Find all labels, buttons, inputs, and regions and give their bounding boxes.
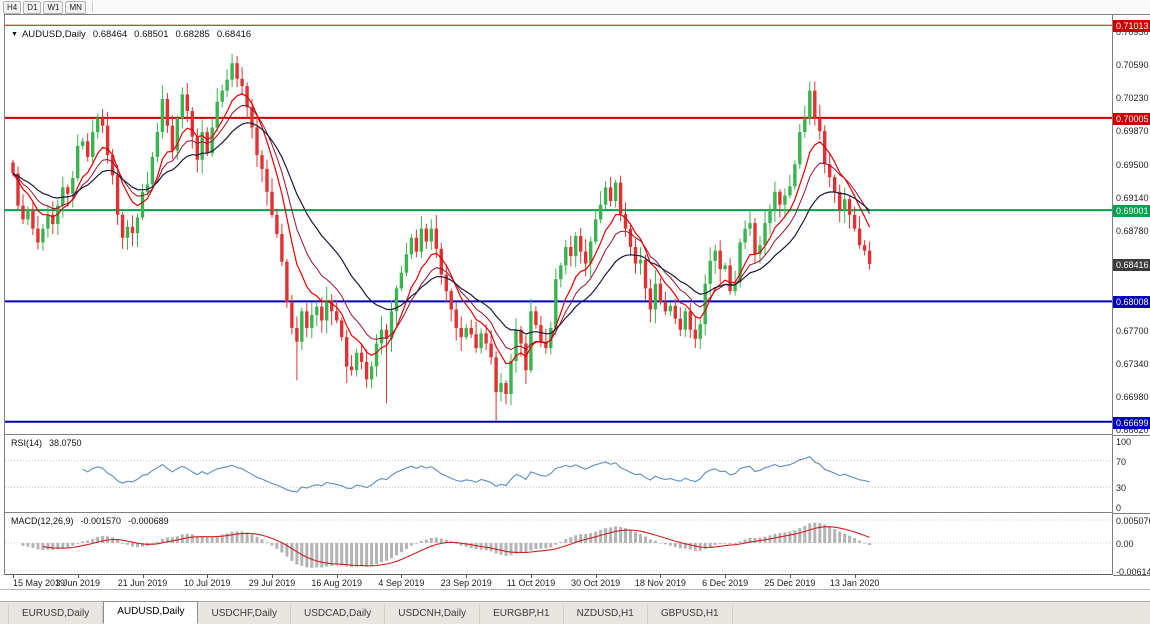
rsi-axis-label: 70 bbox=[1116, 456, 1127, 467]
time-axis[interactable]: 15 May 2019 3 Jun 2019 21 Jun 2019 10 Jul 2… bbox=[5, 575, 1112, 589]
chart-symbol: AUDUSD,Daily bbox=[21, 29, 86, 40]
time-axis-tick bbox=[530, 575, 532, 578]
timeframe-button-d1[interactable]: D1 bbox=[23, 0, 42, 14]
price-level-badge: 0.66699 bbox=[1113, 416, 1150, 429]
macd-axis-label: -0.006148 bbox=[1116, 566, 1150, 577]
time-axis-label: 4 Sep 2019 bbox=[378, 578, 425, 588]
macd-name: MACD(12,26,9) bbox=[11, 516, 74, 526]
time-axis-label: 25 Dec 2019 bbox=[764, 578, 816, 588]
time-axis-label: 10 Jul 2019 bbox=[183, 578, 231, 588]
timeframe-button-mn[interactable]: MN bbox=[65, 0, 86, 14]
ohlc-close: 0.68416 bbox=[216, 29, 252, 40]
rsi-axis-label: 30 bbox=[1116, 483, 1127, 494]
time-axis-tick bbox=[595, 575, 597, 578]
macd-axis-label: 0.005076 bbox=[1116, 516, 1150, 526]
chart-title: ▼ AUDUSD,Daily 0.68464 0.68501 0.68285 0.6841… bbox=[11, 29, 251, 40]
time-axis-label: 30 Oct 2019 bbox=[571, 578, 621, 588]
time-axis-tick bbox=[77, 575, 79, 578]
pane-separator bbox=[1113, 513, 1150, 514]
rsi-pane-canvas[interactable] bbox=[5, 435, 1112, 513]
price-pane-canvas[interactable] bbox=[5, 14, 1112, 435]
rsi-indicator-label: RSI(14) 38.0750 bbox=[11, 438, 82, 448]
price-level-badge: 0.69001 bbox=[1113, 205, 1150, 218]
time-axis-tick bbox=[336, 575, 338, 578]
time-axis-label: 6 Dec 2019 bbox=[702, 578, 749, 588]
macd-signal-value: -0.000689 bbox=[128, 516, 169, 526]
ohlc-low: 0.68285 bbox=[175, 29, 210, 40]
time-axis-label: 18 Nov 2019 bbox=[634, 578, 686, 588]
chart-left-border bbox=[4, 14, 5, 575]
price-axis-label: 0.70590 bbox=[1116, 60, 1149, 71]
time-axis-label: 3 Jun 2019 bbox=[55, 578, 100, 588]
ohlc-open: 0.68464 bbox=[92, 29, 128, 40]
chart-tabs-bar: EURUSD,Daily AUDUSD,Daily USDCHF,Daily USDC… bbox=[0, 601, 1150, 624]
time-axis-tick bbox=[854, 575, 856, 578]
time-axis-label: 15 May 2019 bbox=[12, 578, 66, 588]
timeframe-button-h4[interactable]: H4 bbox=[3, 0, 22, 14]
chart-area[interactable]: 15 May 2019 3 Jun 2019 21 Jun 2019 10 Jul 2… bbox=[5, 14, 1112, 589]
time-axis-tick bbox=[789, 575, 791, 578]
price-axis-label: 0.69870 bbox=[1116, 126, 1149, 137]
time-axis-label: 29 Jul 2019 bbox=[248, 578, 296, 588]
macd-indicator-label: MACD(12,26,9) -0.001570 -0.000689 bbox=[11, 516, 169, 526]
time-axis-tick bbox=[272, 575, 273, 578]
chart-tab-usdcnh-daily[interactable]: USDCNH,Daily bbox=[385, 605, 481, 624]
price-axis-label: 0.67700 bbox=[1116, 325, 1149, 336]
time-axis-label: 23 Sep 2019 bbox=[440, 578, 492, 588]
macd-main-value: -0.001570 bbox=[80, 516, 122, 526]
time-axis-tick bbox=[660, 575, 662, 578]
time-axis-label: 16 Aug 2019 bbox=[311, 578, 362, 588]
time-axis-label: 21 Jun 2019 bbox=[117, 578, 168, 588]
timeframe-toolbar: H4 D1 W1 MN bbox=[0, 0, 1150, 14]
price-axis-label: 0.69140 bbox=[1116, 193, 1149, 204]
pane-separator bbox=[1113, 435, 1150, 436]
pane-separator bbox=[1113, 575, 1150, 576]
time-axis-tick bbox=[207, 575, 209, 578]
rsi-value: 38.0750 bbox=[49, 438, 82, 448]
time-axis-tick bbox=[13, 575, 14, 578]
price-level-badge: 0.68008 bbox=[1113, 296, 1150, 309]
chart-tab-gbpusd-h1[interactable]: GBPUSD,H1 bbox=[648, 605, 733, 624]
chart-dropdown-icon[interactable]: ▼ bbox=[11, 31, 18, 38]
time-axis-tick bbox=[401, 575, 403, 578]
chart-tab-eurgbp-h1[interactable]: EURGBP,H1 bbox=[480, 605, 564, 624]
price-axis[interactable]: 0.709500.705900.702300.698700.695000.691… bbox=[1112, 14, 1150, 577]
macd-pane-canvas[interactable] bbox=[5, 513, 1112, 575]
price-axis-label: 0.70230 bbox=[1116, 93, 1149, 104]
time-axis-label: 11 Oct 2019 bbox=[506, 578, 556, 588]
time-axis-tick bbox=[142, 575, 144, 578]
rsi-name: RSI(14) bbox=[11, 438, 43, 448]
chart-bottom-border bbox=[0, 589, 1150, 590]
chart-tab-usdcad-daily[interactable]: USDCAD,Daily bbox=[291, 605, 386, 624]
price-axis-label: 0.67340 bbox=[1116, 358, 1149, 369]
price-level-badge: 0.71013 bbox=[1113, 20, 1150, 33]
price-axis-label: 0.66620 bbox=[1116, 425, 1149, 435]
chart-tab-audusd-daily[interactable]: AUDUSD,Daily bbox=[103, 601, 199, 624]
time-axis-tick bbox=[466, 575, 468, 578]
price-axis-label: 0.66980 bbox=[1116, 391, 1149, 402]
time-axis-tick bbox=[725, 575, 727, 578]
rsi-axis-label: 0 bbox=[1116, 503, 1122, 513]
rsi-axis-label: 100 bbox=[1116, 437, 1132, 447]
macd-axis-label: 0.00 bbox=[1116, 539, 1134, 549]
toolbar-separator bbox=[91, 2, 93, 12]
chart-tab-eurusd-daily[interactable]: EURUSD,Daily bbox=[8, 605, 104, 624]
ohlc-high: 0.68501 bbox=[134, 29, 169, 40]
price-level-badge: 0.70005 bbox=[1113, 112, 1150, 125]
chart-tab-nzdusd-h1[interactable]: NZDUSD,H1 bbox=[564, 605, 648, 624]
price-axis-label: 0.69500 bbox=[1116, 160, 1149, 171]
current-price-badge: 0.68416 bbox=[1113, 258, 1150, 271]
time-axis-label: 13 Jan 2020 bbox=[829, 578, 880, 588]
chart-tab-usdchf-daily[interactable]: USDCHF,Daily bbox=[198, 605, 292, 624]
timeframe-button-w1[interactable]: W1 bbox=[43, 0, 64, 14]
price-axis-label: 0.68780 bbox=[1116, 226, 1149, 237]
